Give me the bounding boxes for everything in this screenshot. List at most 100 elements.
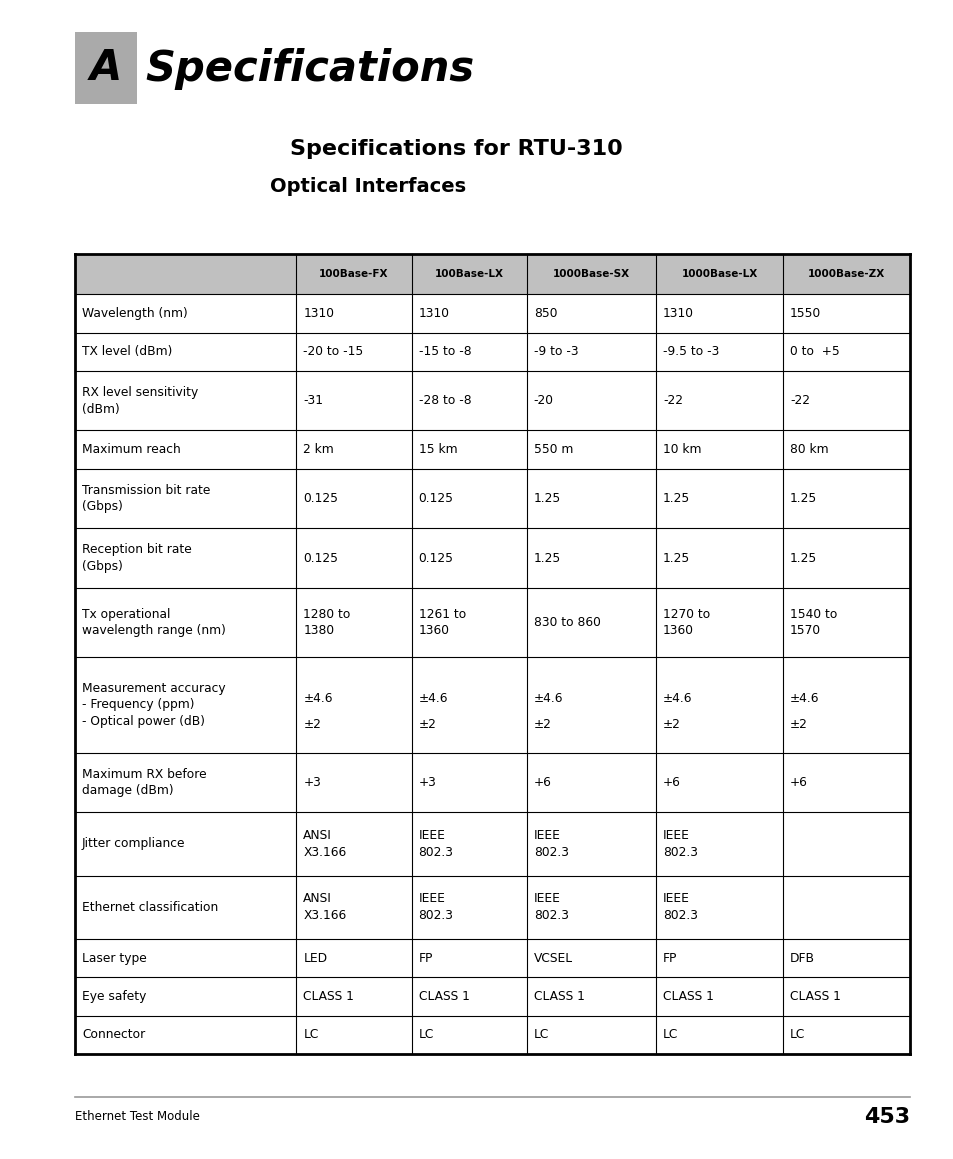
Text: LC: LC [789,1028,804,1041]
Text: IEEE
802.3: IEEE 802.3 [662,829,698,859]
Text: -9.5 to -3: -9.5 to -3 [662,345,719,358]
Text: IEEE
802.3: IEEE 802.3 [662,892,698,923]
Text: 1000Base-LX: 1000Base-LX [680,269,757,279]
Text: LED: LED [303,952,327,964]
Text: -28 to -8: -28 to -8 [418,394,471,407]
Text: LC: LC [533,1028,549,1041]
Text: 1261 to
1360: 1261 to 1360 [418,607,465,637]
Text: ±4.6: ±4.6 [303,692,333,705]
Text: Transmission bit rate
(Gbps): Transmission bit rate (Gbps) [82,483,211,513]
Text: 1310: 1310 [418,307,449,320]
Text: Laser type: Laser type [82,952,147,964]
Bar [75,32,137,104]
Text: RX level sensitivity
(dBm): RX level sensitivity (dBm) [82,386,198,416]
Text: -31: -31 [303,394,323,407]
Text: 0.125: 0.125 [303,493,338,505]
Text: 550 m: 550 m [533,443,573,457]
Text: 1000Base-ZX: 1000Base-ZX [807,269,884,279]
Text: +3: +3 [303,777,321,789]
Text: ±4.6: ±4.6 [789,692,819,705]
Text: FP: FP [418,952,433,964]
Text: ±2: ±2 [303,717,321,730]
Text: ±2: ±2 [662,717,680,730]
Text: -20 to -15: -20 to -15 [303,345,363,358]
Text: ANSI
X3.166: ANSI X3.166 [303,892,346,923]
Text: LC: LC [418,1028,434,1041]
Text: CLASS 1: CLASS 1 [789,990,841,1003]
Text: IEEE
802.3: IEEE 802.3 [418,892,453,923]
Text: 100Base-FX: 100Base-FX [319,269,388,279]
Text: Measurement accuracy
- Frequency (ppm)
- Optical power (dB): Measurement accuracy - Frequency (ppm) -… [82,681,226,728]
Text: 1310: 1310 [662,307,694,320]
Text: CLASS 1: CLASS 1 [418,990,469,1003]
Text: +6: +6 [533,777,551,789]
Text: 100Base-LX: 100Base-LX [435,269,503,279]
Text: CLASS 1: CLASS 1 [662,990,713,1003]
Text: IEEE
802.3: IEEE 802.3 [418,829,453,859]
Text: Specifications: Specifications [145,48,474,90]
Text: ±4.6: ±4.6 [533,692,562,705]
Text: IEEE
802.3: IEEE 802.3 [533,892,568,923]
Text: LC: LC [303,1028,318,1041]
Text: 453: 453 [863,1107,909,1127]
Text: Tx operational
wavelength range (nm): Tx operational wavelength range (nm) [82,607,226,637]
Text: 2 km: 2 km [303,443,334,457]
Text: A: A [90,48,122,89]
Text: 1.25: 1.25 [533,493,560,505]
Text: DFB: DFB [789,952,814,964]
Bar [75,254,909,294]
Text: +6: +6 [662,777,680,789]
Text: Jitter compliance: Jitter compliance [82,838,185,851]
Text: ±2: ±2 [533,717,551,730]
Text: Eye safety: Eye safety [82,990,146,1003]
Text: Optical Interfaces: Optical Interfaces [270,177,466,197]
Text: TX level (dBm): TX level (dBm) [82,345,172,358]
Text: 1550: 1550 [789,307,821,320]
Text: -20: -20 [533,394,553,407]
Text: 1310: 1310 [303,307,334,320]
Text: 1.25: 1.25 [789,552,817,564]
Text: CLASS 1: CLASS 1 [533,990,584,1003]
Text: Reception bit rate
(Gbps): Reception bit rate (Gbps) [82,544,192,573]
Text: IEEE
802.3: IEEE 802.3 [533,829,568,859]
Text: 1.25: 1.25 [662,552,690,564]
Text: ANSI
X3.166: ANSI X3.166 [303,829,346,859]
Text: 1.25: 1.25 [662,493,690,505]
Text: 80 km: 80 km [789,443,828,457]
Text: FP: FP [662,952,677,964]
Text: 10 km: 10 km [662,443,700,457]
Text: 0.125: 0.125 [418,552,453,564]
Text: 1.25: 1.25 [789,493,817,505]
Text: Maximum reach: Maximum reach [82,443,180,457]
Text: 1000Base-SX: 1000Base-SX [553,269,629,279]
Text: 1.25: 1.25 [533,552,560,564]
Text: +6: +6 [789,777,807,789]
Text: -22: -22 [789,394,809,407]
Text: 1280 to
1380: 1280 to 1380 [303,607,351,637]
Text: -22: -22 [662,394,682,407]
Text: 830 to 860: 830 to 860 [533,615,600,629]
Text: ±4.6: ±4.6 [418,692,448,705]
Text: 15 km: 15 km [418,443,456,457]
Text: +3: +3 [418,777,436,789]
Text: 1270 to
1360: 1270 to 1360 [662,607,710,637]
Text: 1540 to
1570: 1540 to 1570 [789,607,837,637]
Text: Ethernet classification: Ethernet classification [82,901,218,913]
Text: VCSEL: VCSEL [533,952,572,964]
Text: 0.125: 0.125 [303,552,338,564]
Text: 0.125: 0.125 [418,493,453,505]
Text: -15 to -8: -15 to -8 [418,345,471,358]
Text: Ethernet Test Module: Ethernet Test Module [75,1110,200,1123]
Text: 850: 850 [533,307,557,320]
Text: Maximum RX before
damage (dBm): Maximum RX before damage (dBm) [82,767,207,797]
Text: 0 to  +5: 0 to +5 [789,345,839,358]
Text: Wavelength (nm): Wavelength (nm) [82,307,188,320]
Text: Specifications for RTU-310: Specifications for RTU-310 [290,139,622,159]
Text: ±4.6: ±4.6 [662,692,692,705]
Text: -9 to -3: -9 to -3 [533,345,578,358]
Text: Connector: Connector [82,1028,145,1041]
Text: ±2: ±2 [418,717,436,730]
Text: CLASS 1: CLASS 1 [303,990,354,1003]
Text: ±2: ±2 [789,717,807,730]
Text: LC: LC [662,1028,678,1041]
